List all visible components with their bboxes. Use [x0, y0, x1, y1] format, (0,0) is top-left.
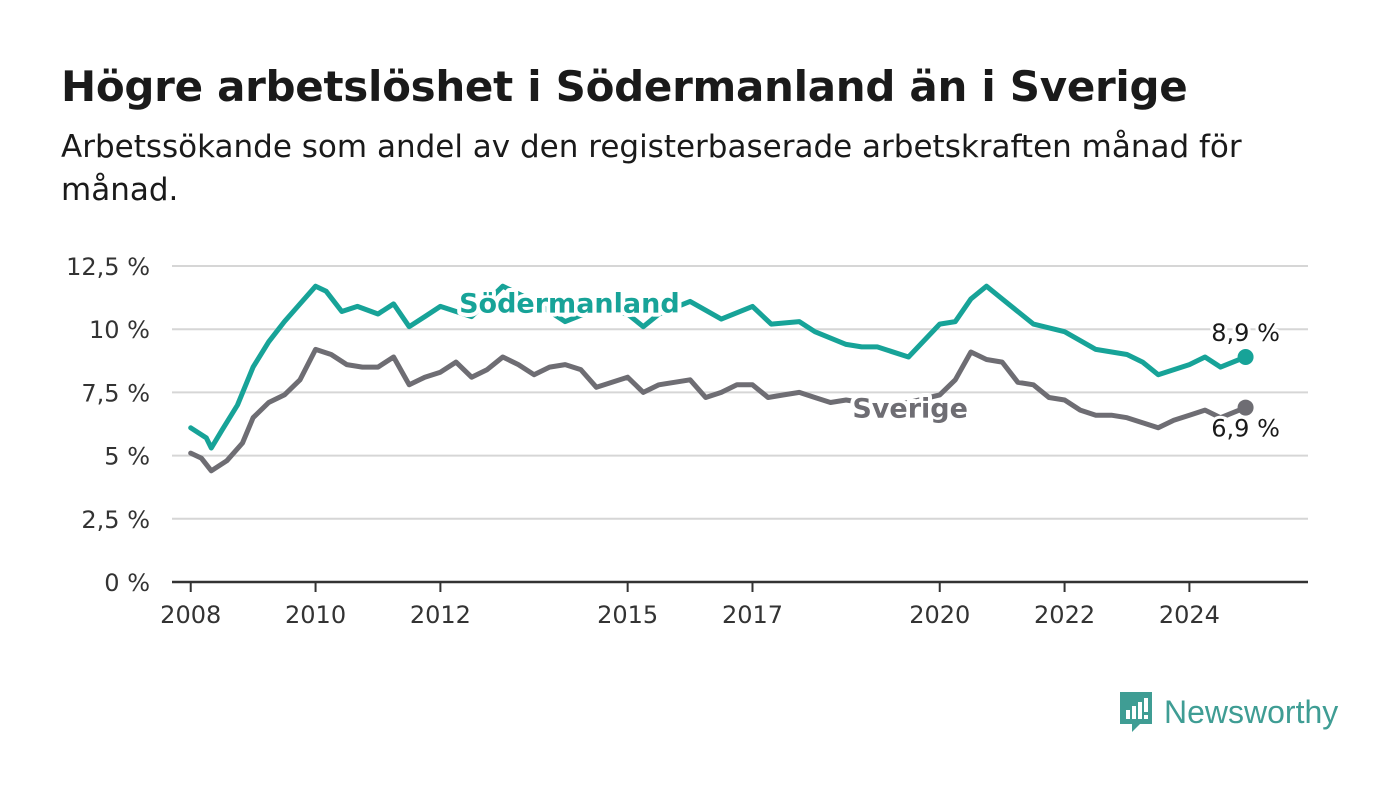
y-tick-label: 10 %: [89, 316, 150, 344]
x-tick-label: 2020: [909, 601, 970, 629]
chart-subtitle: Arbetssökande som andel av den registerb…: [61, 129, 1242, 208]
x-tick-label: 2008: [160, 601, 221, 629]
y-tick-label: 2,5 %: [81, 506, 150, 534]
brand-name: Newsworthy: [1164, 693, 1339, 730]
x-tick-label: 2012: [410, 601, 471, 629]
series-label-sverige: Sverige: [852, 394, 968, 425]
series-line-södermanland: [188, 283, 1249, 451]
y-tick-label: 5 %: [104, 443, 150, 471]
y-tick-label: 12,5 %: [66, 253, 150, 281]
brand-logo: Newsworthy: [1118, 690, 1338, 734]
chart-title: Högre arbetslöshet i Södermanland än i S…: [61, 62, 1188, 111]
y-tick-label: 0 %: [104, 569, 150, 597]
end-value-label-sodermanland: 8,9 %: [1211, 319, 1280, 347]
bar-chart-bubble-icon: [1120, 692, 1152, 732]
x-tick-label: 2010: [285, 601, 346, 629]
x-tick-label: 2024: [1159, 601, 1220, 629]
x-tick-label: 2017: [722, 601, 783, 629]
series-end-point: [1237, 349, 1254, 366]
x-tick-label: 2015: [597, 601, 658, 629]
series-end-point: [1237, 399, 1254, 416]
y-tick-label: 7,5 %: [81, 379, 150, 407]
end-value-label-sverige: 6,9 %: [1211, 415, 1280, 443]
x-tick-label: 2022: [1034, 601, 1095, 629]
series-label-sodermanland: Södermanland: [459, 289, 680, 320]
series-line-sverige: [188, 346, 1249, 474]
